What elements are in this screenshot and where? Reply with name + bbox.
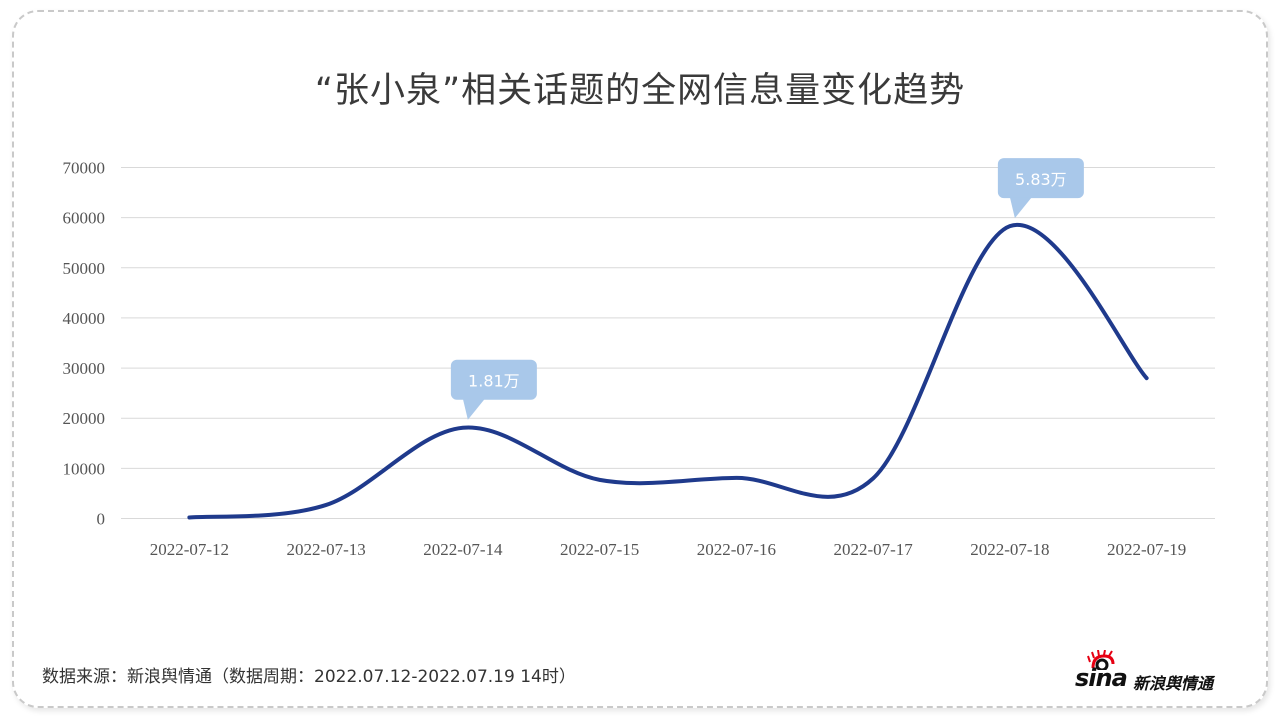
x-tick-label: 2022-07-12 [150,540,229,559]
y-tick-label: 50000 [63,259,106,278]
x-tick-label: 2022-07-19 [1107,540,1186,559]
y-axis-ticks: 0 10000 20000 30000 40000 50000 60000 70000 [63,159,106,529]
x-tick-label: 2022-07-14 [423,540,503,559]
series-line [187,222,1149,520]
y-tick-label: 70000 [63,159,106,178]
callout-label: 5.83万 [1015,170,1067,189]
sina-logo: sina 新浪舆情通 [1075,650,1245,695]
y-tick-label: 0 [97,510,106,529]
data-callout: 1.81万 [450,359,537,420]
y-tick-label: 60000 [63,209,106,228]
callout-label: 1.81万 [468,372,520,391]
gridlines [121,167,1215,519]
source-note: 数据来源：新浪舆情通（数据周期：2022.07.12-2022.07.19 14… [42,667,576,687]
x-tick-label: 2022-07-15 [560,540,639,559]
y-tick-label: 10000 [63,459,106,478]
sina-eye-icon [1087,650,1115,670]
y-tick-label: 30000 [63,359,106,378]
x-tick-label: 2022-07-18 [970,540,1049,559]
data-callout: 5.83万 [997,158,1084,219]
x-tick-label: 2022-07-17 [833,540,913,559]
x-tick-label: 2022-07-16 [697,540,776,559]
chart-card-border [12,10,1268,708]
y-tick-label: 40000 [63,309,106,328]
sina-logo-cn-text: 新浪舆情通 [1133,674,1214,693]
data-callouts: 1.81万 5.83万 [450,158,1084,420]
x-tick-label: 2022-07-13 [286,540,365,559]
y-tick-label: 20000 [63,409,106,428]
x-axis-ticks: 2022-07-12 2022-07-13 2022-07-14 2022-07-15… [150,540,1187,559]
sina-logo-text: sina [1075,664,1128,692]
chart-title: “张小泉”相关话题的全网信息量变化趋势 [314,71,966,111]
